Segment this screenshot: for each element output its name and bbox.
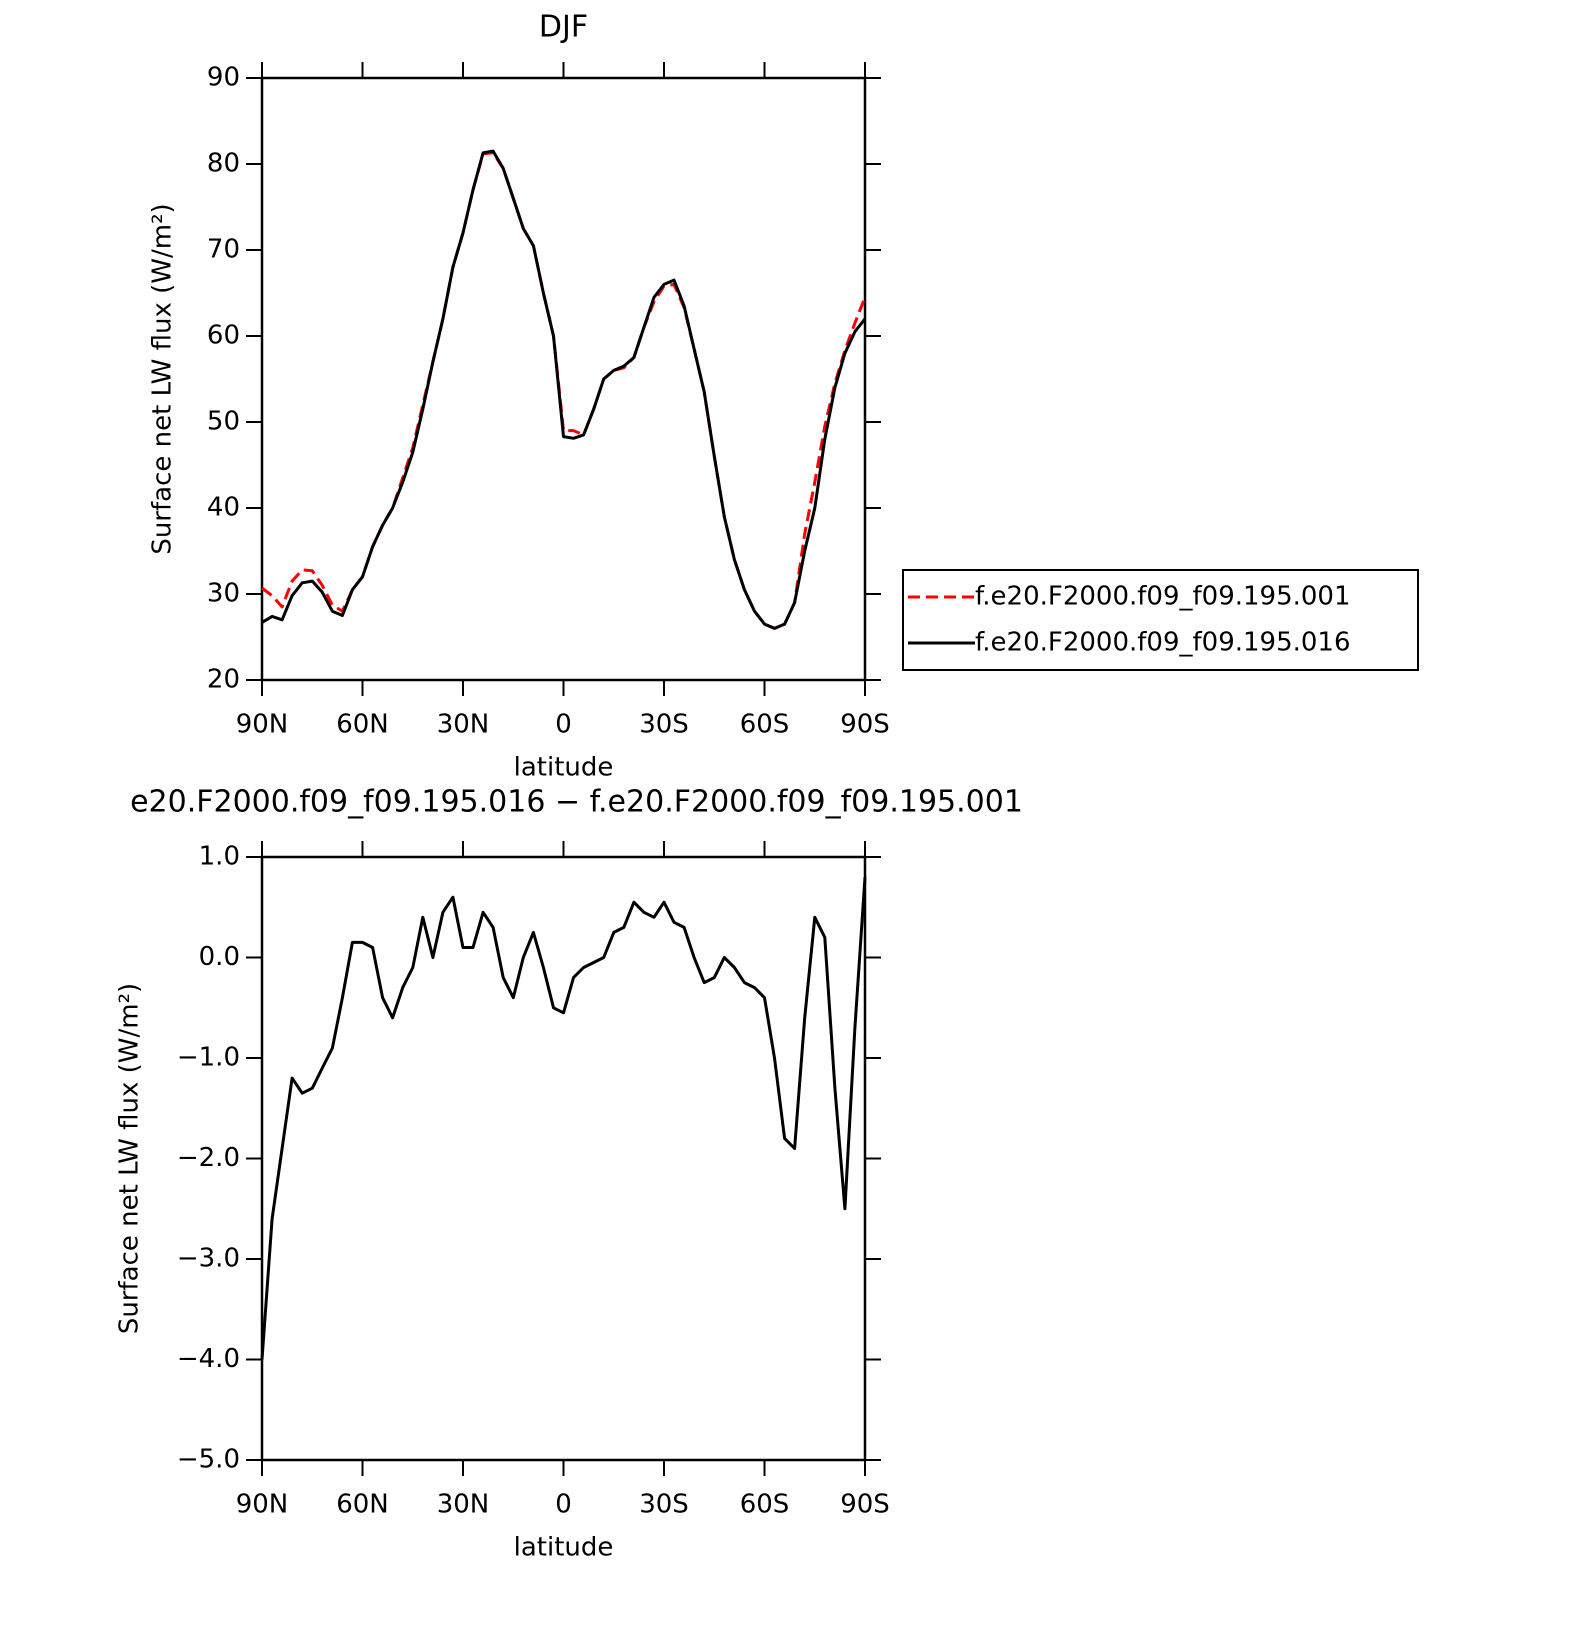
x-tick-label: 90N <box>236 710 289 740</box>
y-tick-label: −4.0 <box>177 1344 240 1374</box>
x-tick-label: 60S <box>740 1490 790 1520</box>
data-line <box>261 151 867 630</box>
y-tick-label: 80 <box>207 149 240 179</box>
x-tick-label: 30S <box>639 710 689 740</box>
x-tick-label: 30N <box>437 1490 490 1520</box>
y-tick-label: −2.0 <box>177 1143 240 1173</box>
chart-title: DJF <box>539 10 588 45</box>
x-tick-label: 60N <box>336 710 389 740</box>
y-tick-label: 50 <box>207 407 240 437</box>
x-tick-label: 60N <box>336 1490 389 1520</box>
y-axis-label: Surface net LW flux (W/m²) <box>148 203 178 554</box>
legend-box <box>902 569 1419 671</box>
y-tick-label: 70 <box>207 235 240 265</box>
legend-label: f.e20.F2000.f09_f09.195.016 <box>975 628 1351 658</box>
x-axis-label: latitude <box>514 1533 614 1563</box>
x-tick-label: 30S <box>639 1490 689 1520</box>
legend-label: f.e20.F2000.f09_f09.195.001 <box>975 582 1351 612</box>
x-tick-label: 90N <box>236 1490 289 1520</box>
x-axis-label: latitude <box>514 753 614 783</box>
plot-frame <box>260 76 867 682</box>
y-tick-label: −5.0 <box>177 1445 240 1475</box>
y-tick-label: 30 <box>207 579 240 609</box>
y-tick-label: −1.0 <box>177 1043 240 1073</box>
x-tick-label: 60S <box>740 710 790 740</box>
y-tick-label: 90 <box>207 63 240 93</box>
y-tick-label: 20 <box>207 665 240 695</box>
y-axis-label: Surface net LW flux (W/m²) <box>115 983 145 1334</box>
y-tick-label: 40 <box>207 493 240 523</box>
x-tick-label: 0 <box>555 710 572 740</box>
y-tick-label: −3.0 <box>177 1244 240 1274</box>
y-tick-label: 0.0 <box>199 942 240 972</box>
data-line <box>260 876 867 1360</box>
x-tick-label: 0 <box>555 1490 572 1520</box>
data-line <box>261 149 867 630</box>
y-tick-label: 60 <box>207 321 240 351</box>
x-tick-label: 90S <box>840 710 890 740</box>
x-tick-label: 90S <box>840 1490 890 1520</box>
plot-frame <box>260 855 867 1462</box>
x-tick-label: 30N <box>437 710 490 740</box>
chart-title: e20.F2000.f09_f09.195.016 − f.e20.F2000.… <box>130 785 1023 820</box>
y-tick-label: 1.0 <box>199 842 240 872</box>
